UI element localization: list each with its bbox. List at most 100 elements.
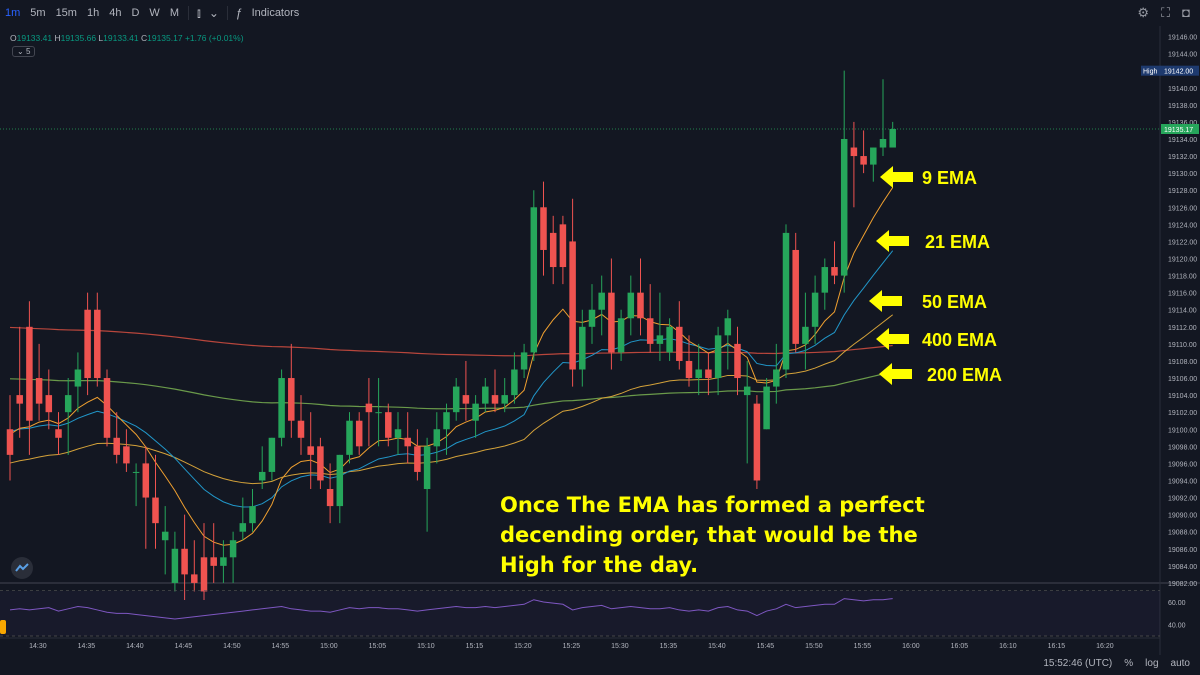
timeframe-1h[interactable]: 1h: [86, 7, 100, 19]
price-tick: 19098.00: [1168, 444, 1197, 451]
candle-body: [705, 369, 712, 379]
candle-body: [811, 292, 819, 327]
timeframe-4h[interactable]: 4h: [109, 7, 122, 19]
candle-body: [181, 548, 188, 575]
timeframe-w[interactable]: W: [149, 7, 160, 19]
candle-body: [889, 128, 896, 148]
candle-body: [559, 224, 567, 268]
candle-body: [443, 412, 450, 430]
candle-body: [666, 326, 673, 353]
toolbar-divider: [187, 6, 189, 20]
gear-icon[interactable]: ⚙: [1137, 5, 1150, 20]
timeframe-15m[interactable]: 15m: [55, 7, 77, 19]
candle-body: [482, 386, 489, 404]
time-tick: 16:05: [951, 643, 969, 650]
clock: 15:52:46 (UTC): [1043, 658, 1113, 669]
ema-label-2: 50 EMA: [922, 292, 987, 312]
time-tick: 14:50: [223, 643, 241, 650]
candle-body: [142, 463, 150, 498]
candle-body: [753, 403, 761, 481]
candle-body: [637, 292, 644, 319]
time-tick: 16:00: [902, 643, 920, 650]
candle-body: [191, 574, 198, 583]
candle-body: [6, 429, 14, 455]
percent-toggle[interactable]: %: [1124, 658, 1134, 669]
price-tick: 19100.00: [1168, 427, 1197, 434]
candle-body: [870, 147, 877, 165]
candle-body: [278, 378, 285, 438]
candle-body: [103, 378, 111, 438]
auto-toggle[interactable]: auto: [1170, 658, 1190, 669]
timeframe-d[interactable]: D: [131, 7, 140, 19]
candle-body: [676, 326, 683, 361]
candle-body: [588, 309, 596, 327]
timeframe-m[interactable]: M: [169, 7, 179, 19]
price-tick: 19088.00: [1168, 530, 1197, 537]
candle-body: [123, 446, 130, 464]
candle-body: [404, 437, 411, 447]
camera-icon[interactable]: ◘: [1182, 5, 1190, 20]
top-toolbar: 1m 5m 15m 1h 4h D W M ⫾ ⌄ ƒ Indicators ⚙…: [0, 0, 1200, 26]
candle-body: [685, 360, 693, 379]
high-tag: [1141, 65, 1161, 76]
price-tick: 19146.00: [1168, 35, 1197, 42]
indicator-count-badge[interactable]: ⌄ 5: [12, 46, 36, 57]
time-tick: 15:05: [369, 643, 387, 650]
candle-body: [579, 326, 586, 370]
pane-handle: [0, 620, 6, 634]
time-tick: 15:40: [708, 643, 726, 650]
ema-200-line: [9, 370, 893, 410]
function-icon[interactable]: ƒ: [235, 6, 243, 20]
arrow-icon: [876, 328, 909, 350]
candle-body: [491, 395, 499, 404]
candle-body: [84, 309, 91, 379]
candle-body: [860, 156, 867, 165]
indicators-button[interactable]: Indicators: [251, 7, 300, 19]
candle-body: [307, 446, 314, 455]
candle-body: [782, 232, 790, 370]
candlestick-icon[interactable]: ⫾: [196, 5, 201, 20]
candle-body: [472, 403, 479, 421]
candle-body: [763, 386, 770, 430]
candle-body: [74, 369, 82, 387]
candle-body: [239, 523, 247, 532]
price-tick: 19132.00: [1168, 154, 1197, 161]
time-tick: 15:10: [417, 643, 435, 650]
toolbar-divider: [226, 6, 228, 20]
price-tick: 19144.00: [1168, 52, 1197, 59]
price-tick: 19136.00: [1168, 120, 1197, 127]
price-tick: 19120.00: [1168, 257, 1197, 264]
timeframe-1m[interactable]: 1m: [5, 7, 21, 19]
log-toggle[interactable]: log: [1145, 658, 1159, 669]
high-value-label: 19142.00: [1164, 69, 1193, 76]
time-tick: 14:45: [175, 643, 193, 650]
candle-body: [511, 369, 518, 396]
candle-body: [94, 309, 101, 379]
candle-body: [55, 429, 62, 438]
price-tick: 19084.00: [1168, 564, 1197, 571]
last-price-tag: [1161, 123, 1199, 134]
price-tick: 19108.00: [1168, 359, 1197, 366]
candle-body: [249, 506, 256, 524]
time-tick: 15:55: [854, 643, 872, 650]
price-tick: 19140.00: [1168, 86, 1197, 93]
ema-label-1: 21 EMA: [925, 232, 990, 252]
rsi-tick: 40.00: [1168, 623, 1186, 630]
tradingview-logo-icon[interactable]: [11, 557, 33, 579]
rsi-line: [9, 598, 893, 620]
annotation-text: Once The EMA has formed a perfect decend…: [500, 493, 925, 577]
candle-body: [549, 232, 557, 268]
candle-body: [714, 335, 722, 379]
chevron-down-icon[interactable]: ⌄: [208, 6, 219, 20]
price-tick: 19130.00: [1168, 171, 1197, 178]
fullscreen-icon[interactable]: ⛶: [1161, 5, 1171, 20]
candle-body: [375, 412, 382, 414]
timeframe-5m[interactable]: 5m: [30, 7, 46, 19]
price-tick: 19122.00: [1168, 239, 1197, 246]
ema-label-4: 200 EMA: [927, 365, 1002, 385]
price-tick: 19102.00: [1168, 410, 1197, 417]
candle-body: [317, 446, 324, 481]
ema-label-0: 9 EMA: [922, 168, 977, 188]
price-tick: 19082.00: [1168, 581, 1197, 588]
